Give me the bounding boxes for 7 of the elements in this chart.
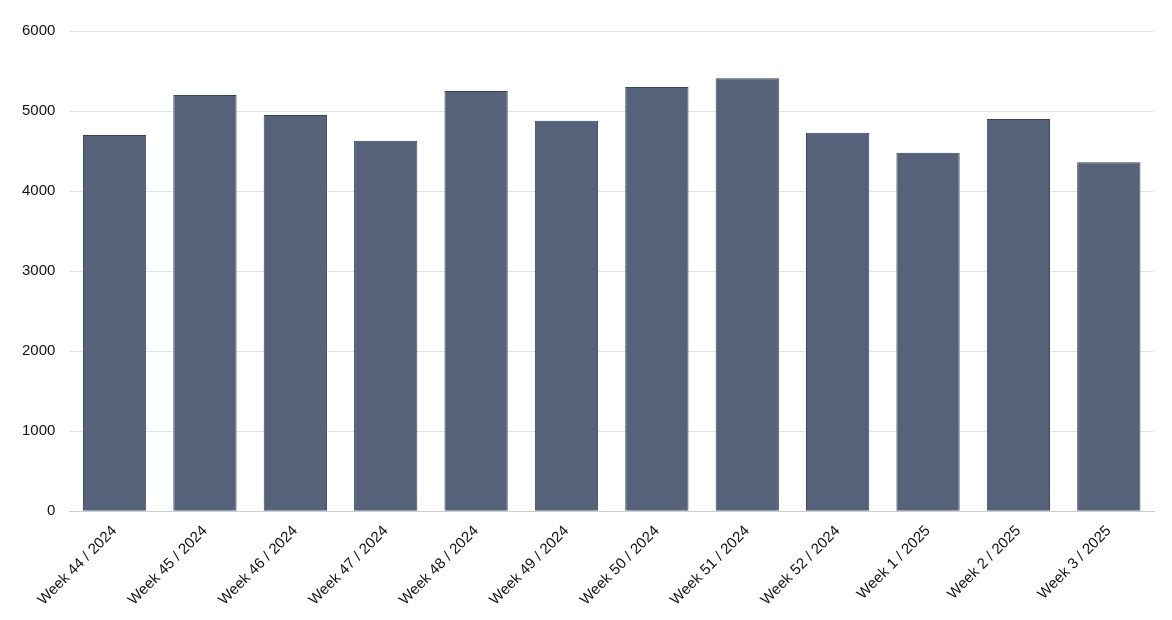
y-tick-label: 4000	[21, 181, 56, 199]
y-tick-label: 3000	[21, 261, 56, 279]
y-tick-label: 6000	[21, 21, 56, 39]
y-tick-label: 0	[47, 501, 56, 519]
y-tick-label: 5000	[21, 101, 56, 119]
y-tick-label: 1000	[21, 421, 56, 439]
y-tick-label: 2000	[21, 341, 56, 359]
